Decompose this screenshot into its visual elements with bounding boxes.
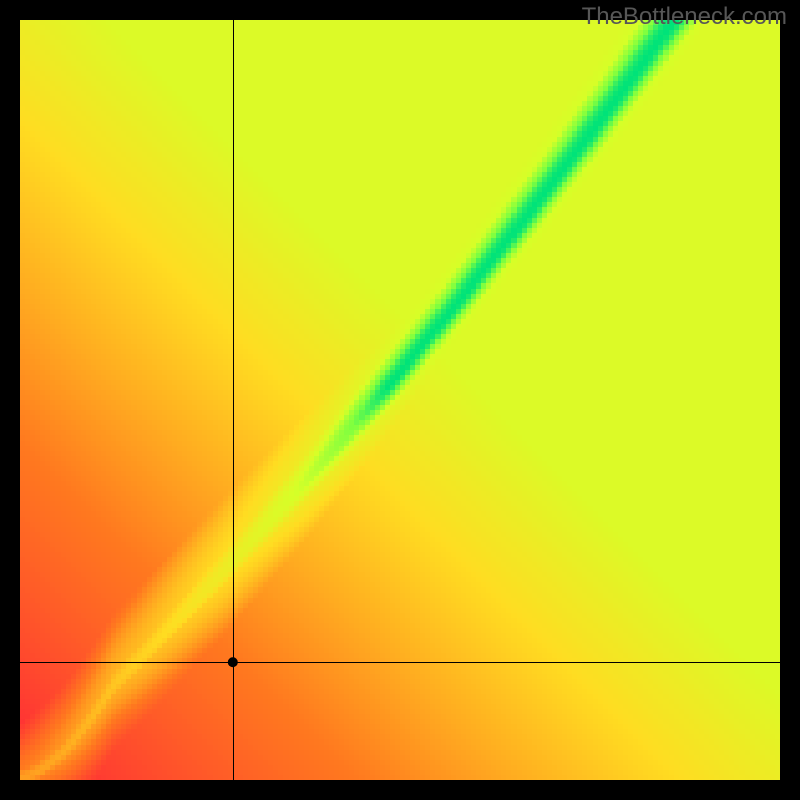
bottleneck-heatmap [0,0,800,800]
chart-container: TheBottleneck.com [0,0,800,800]
watermark-text: TheBottleneck.com [582,3,787,31]
